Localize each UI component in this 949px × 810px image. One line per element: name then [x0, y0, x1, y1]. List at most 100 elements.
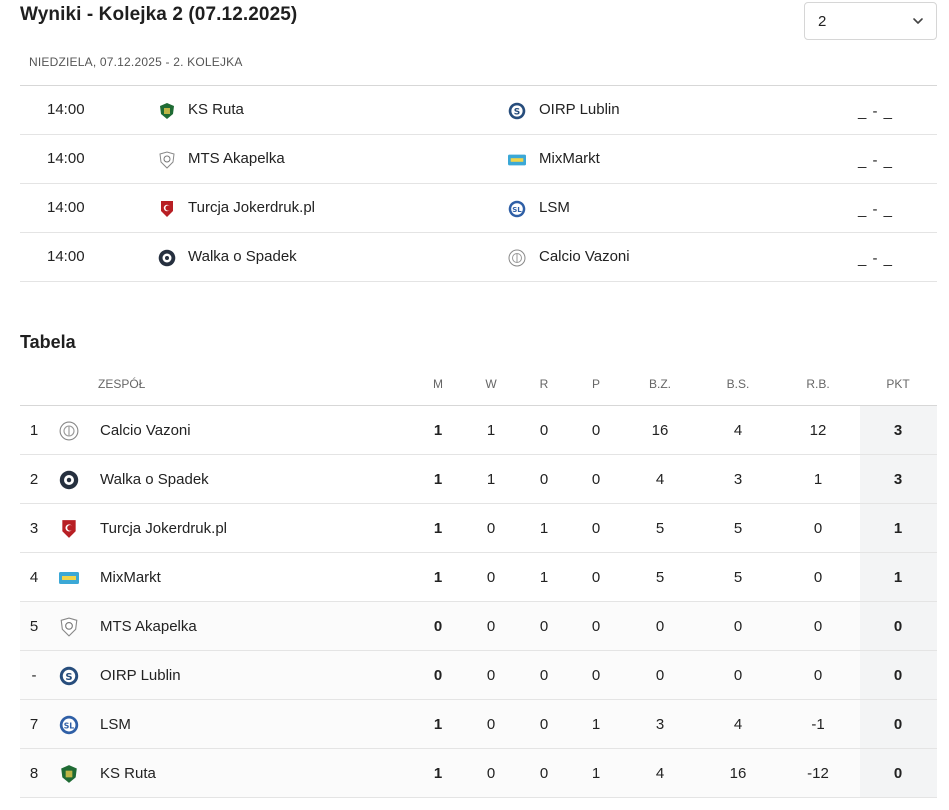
row-goals-for: 16: [651, 422, 669, 439]
header-bz: B.Z.: [648, 377, 672, 391]
fixture-away-team[interactable]: LSM: [539, 199, 570, 216]
fixture-row[interactable]: 14:00 Turcja Jokerdruk.pl SL LSM _ - _: [20, 184, 937, 233]
row-losses: 0: [591, 618, 601, 635]
row-losses: 1: [591, 716, 601, 733]
row-goals-for: 4: [655, 765, 665, 782]
page-title: Wyniki - Kolejka 2 (07.12.2025): [20, 4, 298, 25]
row-goal-diff: -12: [807, 765, 829, 782]
fixture-row[interactable]: 14:00 MTS Akapelka MixMarkt _ - _: [20, 135, 937, 184]
row-team-name[interactable]: MTS Akapelka: [100, 618, 197, 635]
fixture-home-team[interactable]: Turcja Jokerdruk.pl: [188, 199, 315, 216]
fixture-home-team[interactable]: Walka o Spadek: [188, 248, 297, 265]
pkt-column-bg: [860, 602, 937, 650]
row-wins: 0: [486, 569, 496, 586]
table-row[interactable]: 1 Calcio Vazoni 1 1 0 0 16 4 12 3: [20, 406, 937, 455]
row-points: 3: [893, 422, 903, 439]
row-team-name[interactable]: MixMarkt: [100, 569, 161, 586]
fixture-time: 14:00: [47, 150, 85, 167]
row-goals-for: 4: [655, 471, 665, 488]
pkt-column-bg: [860, 455, 937, 503]
fixture-home-team[interactable]: MTS Akapelka: [188, 150, 285, 167]
pkt-column-bg: [860, 406, 937, 454]
row-wins: 0: [486, 716, 496, 733]
svg-text:S: S: [514, 108, 520, 118]
row-losses: 0: [591, 471, 601, 488]
fixture-home-team[interactable]: KS Ruta: [188, 101, 244, 118]
ks-ruta-logo-icon: [160, 103, 174, 119]
mts-akapelka-logo-icon: [60, 617, 78, 637]
row-wins: 1: [486, 422, 496, 439]
fixture-score: _ - _: [858, 201, 894, 218]
fixture-away-team[interactable]: OIRP Lublin: [539, 101, 620, 118]
pkt-column-bg: [860, 749, 937, 797]
table-row[interactable]: - S OIRP Lublin 0 0 0 0 0 0 0 0: [20, 651, 937, 700]
mts-akapelka-logo-icon: [159, 151, 175, 169]
fixture-row[interactable]: 14:00 KS Ruta S OIRP Lublin _ - _: [20, 86, 937, 135]
table-row[interactable]: 2 Walka o Spadek 1 1 0 0 4 3 1 3: [20, 455, 937, 504]
row-wins: 0: [486, 618, 496, 635]
header-m: M: [433, 377, 443, 391]
fixture-time: 14:00: [47, 101, 85, 118]
row-goals-for: 0: [655, 667, 665, 684]
row-goals-for: 5: [655, 520, 665, 537]
row-goals-against: 16: [729, 765, 747, 782]
table-row[interactable]: 5 MTS Akapelka 0 0 0 0 0 0 0 0: [20, 602, 937, 651]
row-points: 3: [893, 471, 903, 488]
round-select-value: 2: [818, 12, 827, 30]
fixture-score: _ - _: [858, 250, 894, 267]
row-position: 1: [29, 422, 39, 439]
turcja-logo-icon: [62, 520, 76, 538]
table-row[interactable]: 3 Turcja Jokerdruk.pl 1 0 1 0 5 5 0 1: [20, 504, 937, 553]
row-draws: 0: [539, 422, 549, 439]
row-team-name[interactable]: Walka o Spadek: [100, 471, 209, 488]
row-wins: 0: [486, 765, 496, 782]
row-goals-for: 3: [655, 716, 665, 733]
table-row[interactable]: 4 MixMarkt 1 0 1 0 5 5 0 1: [20, 553, 937, 602]
row-draws: 0: [539, 471, 549, 488]
calcio-vazoni-logo-icon: [508, 249, 526, 267]
row-goal-diff: -1: [811, 716, 825, 733]
row-team-name[interactable]: KS Ruta: [100, 765, 156, 782]
row-position: -: [31, 667, 37, 684]
mixmarkt-logo-icon: [508, 154, 526, 166]
row-team-name[interactable]: LSM: [100, 716, 131, 733]
oirp-lublin-logo-icon: S: [508, 102, 526, 120]
fixture-away-team[interactable]: Calcio Vazoni: [539, 248, 630, 265]
turcja-logo-icon: [161, 201, 173, 217]
row-points: 1: [893, 569, 903, 586]
calcio-vazoni-logo-icon: [59, 421, 79, 441]
row-matches: 0: [433, 667, 443, 684]
table-row[interactable]: 8 KS Ruta 1 0 0 1 4 16 -12 0: [20, 749, 937, 798]
fixture-away-team[interactable]: MixMarkt: [539, 150, 600, 167]
standings-title: Tabela: [20, 332, 76, 352]
row-goals-against: 5: [733, 569, 743, 586]
row-points: 0: [893, 716, 903, 733]
pkt-column-bg: [860, 651, 937, 699]
row-draws: 0: [539, 716, 549, 733]
row-team-name[interactable]: OIRP Lublin: [100, 667, 181, 684]
fixture-row[interactable]: 14:00 Walka o Spadek Calcio Vazoni _ - _: [20, 233, 937, 282]
table-row[interactable]: 7 SL LSM 1 0 0 1 3 4 -1 0: [20, 700, 937, 749]
walka-logo-icon: [158, 249, 176, 267]
row-goals-for: 5: [655, 569, 665, 586]
header-r: R: [539, 377, 549, 391]
row-wins: 0: [486, 667, 496, 684]
row-position: 7: [29, 716, 39, 733]
row-matches: 1: [433, 471, 443, 488]
row-team-name[interactable]: Turcja Jokerdruk.pl: [100, 520, 227, 537]
row-position: 4: [29, 569, 39, 586]
row-losses: 0: [591, 667, 601, 684]
pkt-column-bg: [860, 504, 937, 552]
header-p: P: [591, 377, 601, 391]
round-select[interactable]: 2: [804, 2, 937, 40]
row-points: 1: [893, 520, 903, 537]
row-draws: 1: [539, 520, 549, 537]
fixture-score: _ - _: [858, 103, 894, 120]
svg-text:S: S: [65, 672, 72, 683]
row-team-name[interactable]: Calcio Vazoni: [100, 422, 191, 439]
row-matches: 1: [433, 765, 443, 782]
row-goal-diff: 12: [809, 422, 827, 439]
row-goal-diff: 1: [813, 471, 823, 488]
row-goals-against: 4: [733, 422, 743, 439]
row-points: 0: [893, 618, 903, 635]
